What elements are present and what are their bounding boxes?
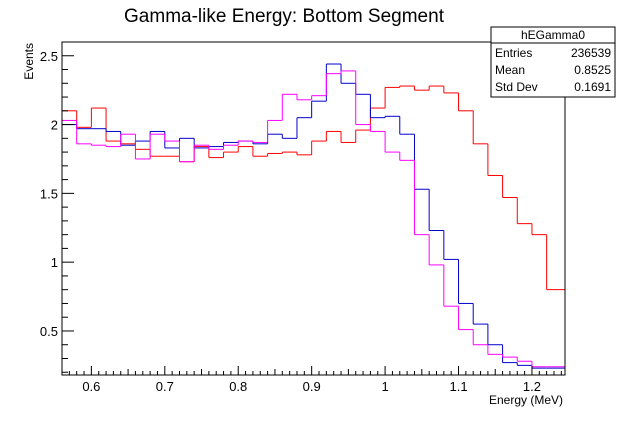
stats-entries-label: Entries (495, 46, 532, 60)
x-tick-label: 1 (381, 379, 388, 394)
y-tick-label: 1.5 (40, 186, 58, 201)
stats-stddev-label: Std Dev (495, 80, 538, 94)
y-axis-ticks: 0.5 1 1.5 2 2.5 (40, 49, 74, 373)
y-tick-label: 2.5 (40, 49, 58, 64)
stats-mean-label: Mean (495, 63, 525, 77)
x-tick-label: 0.6 (82, 379, 100, 394)
x-tick-label: 0.9 (303, 379, 321, 394)
x-axis-label: Energy (MeV) (489, 393, 563, 407)
y-tick-label: 0.5 (40, 324, 58, 339)
series-1 (62, 63, 565, 369)
stats-stddev-value: 0.1691 (574, 80, 611, 94)
stats-box-frame (490, 26, 616, 98)
series-0 (62, 85, 565, 291)
chart-title: Gamma-like Energy: Bottom Segment (124, 6, 445, 27)
x-axis-ticks: 0.6 0.7 0.8 0.9 1 1.1 1.2 (68, 366, 562, 394)
plot-frame (61, 41, 566, 376)
x-tick-label: 0.7 (156, 379, 174, 394)
series-2 (62, 70, 565, 368)
y-axis-label: Events (22, 43, 36, 80)
x-tick-label: 1.1 (449, 379, 467, 394)
stats-mean-value: 0.8525 (574, 63, 611, 77)
x-tick-label: 1.2 (523, 379, 541, 394)
stats-box-name: hEGamma0 (521, 28, 585, 42)
stats-box: hEGamma0 Entries 236539 Mean 0.8525 Std … (490, 26, 616, 98)
y-tick-label: 2 (51, 118, 58, 133)
y-tick-label: 1 (51, 255, 58, 270)
x-tick-label: 0.8 (229, 379, 247, 394)
series-layer (62, 63, 565, 369)
stats-entries-value: 236539 (571, 46, 611, 60)
